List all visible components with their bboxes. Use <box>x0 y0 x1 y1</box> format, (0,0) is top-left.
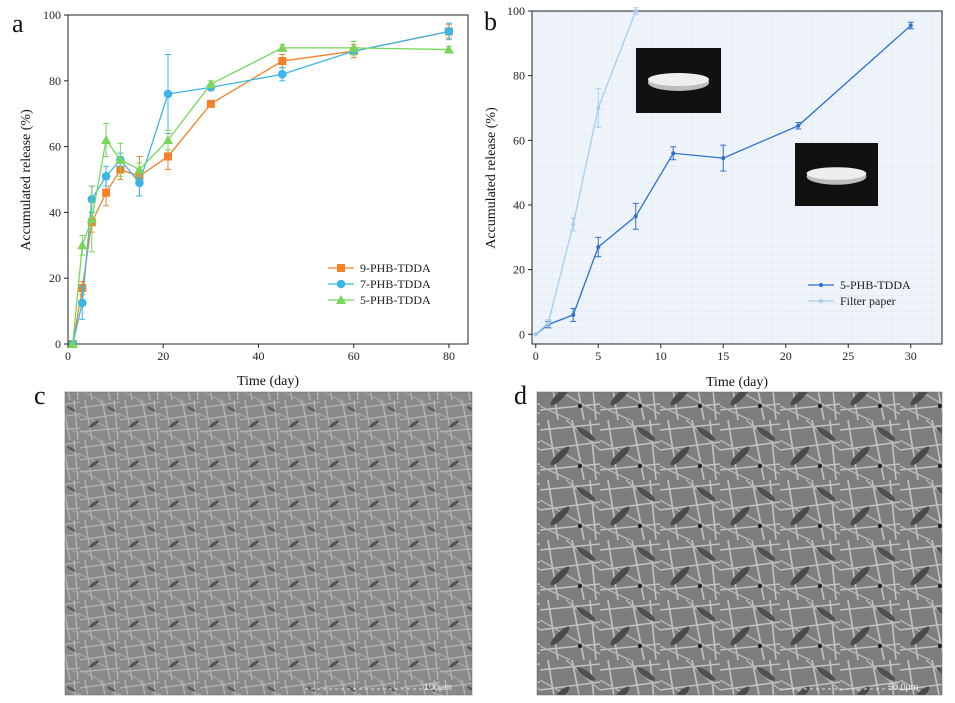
y-tick-label: 60 <box>49 140 61 154</box>
data-point <box>205 79 216 89</box>
legend-marker <box>819 283 823 287</box>
petri-dish-photo <box>795 143 878 206</box>
data-point <box>633 9 638 13</box>
data-point <box>633 214 638 219</box>
data-point <box>102 188 111 197</box>
data-point <box>671 151 676 156</box>
data-point <box>571 312 576 317</box>
y-tick-label: 20 <box>49 271 61 285</box>
y-tick-label: 80 <box>513 69 525 83</box>
series-5-PHB-TDDA <box>67 40 454 348</box>
sem-image-c: 100μm <box>64 391 473 696</box>
series-Filter paper <box>533 7 639 337</box>
data-point <box>164 152 172 161</box>
panel-b-letter: b <box>484 7 497 36</box>
x-tick-label: 0 <box>533 349 539 363</box>
x-tick-label: 20 <box>157 349 169 363</box>
y-axis-label: Accumulated release (%) <box>19 109 34 251</box>
x-axis-label: Time (day) <box>706 375 768 390</box>
data-point <box>796 123 801 128</box>
panel-a-letter: a <box>12 9 24 38</box>
data-point <box>443 44 454 54</box>
legend-label: 9-PHB-TDDA <box>360 261 431 275</box>
panel-d-letter: d <box>514 381 527 410</box>
y-tick-label: 40 <box>49 205 61 219</box>
chart-b: 0 5 10 15 20 25 30 0 20 40 60 80 100 Time (day) Accumu… <box>484 4 943 390</box>
data-point <box>533 332 538 337</box>
data-point <box>278 57 287 66</box>
y-tick-label: 80 <box>49 74 61 88</box>
x-tick-label: 20 <box>780 349 792 363</box>
data-point <box>908 23 913 28</box>
data-point <box>101 171 111 181</box>
y-tick-label: 20 <box>513 263 525 277</box>
legend-marker <box>337 264 345 272</box>
x-tick-label: 80 <box>443 349 455 363</box>
data-point <box>596 245 601 250</box>
legend-marker <box>336 279 346 289</box>
x-tick-label: 10 <box>655 349 667 363</box>
x-tick-label: 60 <box>348 349 360 363</box>
x-tick-label: 30 <box>905 349 917 363</box>
sem-image-d: 50.0μm <box>536 391 943 696</box>
data-point <box>101 135 112 145</box>
y-tick-label: 100 <box>507 4 525 18</box>
data-point <box>277 69 287 79</box>
scale-label-c: 100μm <box>424 682 452 692</box>
legend-marker <box>819 299 823 303</box>
legend-label: Filter paper <box>840 294 896 308</box>
data-point <box>134 164 145 174</box>
y-tick-label: 0 <box>55 337 61 351</box>
x-tick-label: 5 <box>595 349 601 363</box>
x-tick-label: 15 <box>717 349 729 363</box>
data-point <box>77 298 87 308</box>
data-point <box>571 222 576 227</box>
petri-dish-photo <box>636 48 721 113</box>
scale-label-d: 50.0μm <box>888 682 918 692</box>
y-tick-label: 60 <box>513 133 525 147</box>
data-point <box>721 156 726 161</box>
data-point <box>348 42 359 52</box>
chart-a: 0 20 40 60 80 0 20 40 60 80 100 Time (day) Accumulat… <box>19 8 469 389</box>
dish-rim <box>806 167 867 180</box>
legend-label: 5-PHB-TDDA <box>840 278 911 292</box>
legend-label: 5-PHB-TDDA <box>360 293 431 307</box>
x-tick-label: 0 <box>65 349 71 363</box>
y-tick-label: 100 <box>43 8 61 22</box>
data-point <box>135 178 144 188</box>
data-point <box>77 240 88 250</box>
x-tick-label: 25 <box>842 349 854 363</box>
axes-frame <box>531 10 943 345</box>
y-tick-label: 0 <box>519 327 525 341</box>
data-point <box>596 105 601 110</box>
panel-c-letter: c <box>34 381 46 410</box>
data-point <box>206 99 215 108</box>
y-axis-label: Accumulated release (%) <box>484 107 499 249</box>
x-axis-label: Time (day) <box>237 374 299 389</box>
dish-rim <box>647 73 710 86</box>
legend-label: 7-PHB-TDDA <box>360 277 431 291</box>
x-tick-label: 40 <box>252 349 264 363</box>
data-point <box>546 320 551 325</box>
data-point <box>444 27 454 36</box>
axes-frame <box>67 14 469 345</box>
data-point <box>277 42 288 52</box>
y-tick-label: 40 <box>513 198 525 212</box>
data-point <box>115 154 126 164</box>
data-point <box>163 135 173 145</box>
data-point <box>163 89 173 99</box>
legend-marker <box>336 295 346 304</box>
data-point <box>67 339 78 348</box>
data-point <box>86 213 97 223</box>
